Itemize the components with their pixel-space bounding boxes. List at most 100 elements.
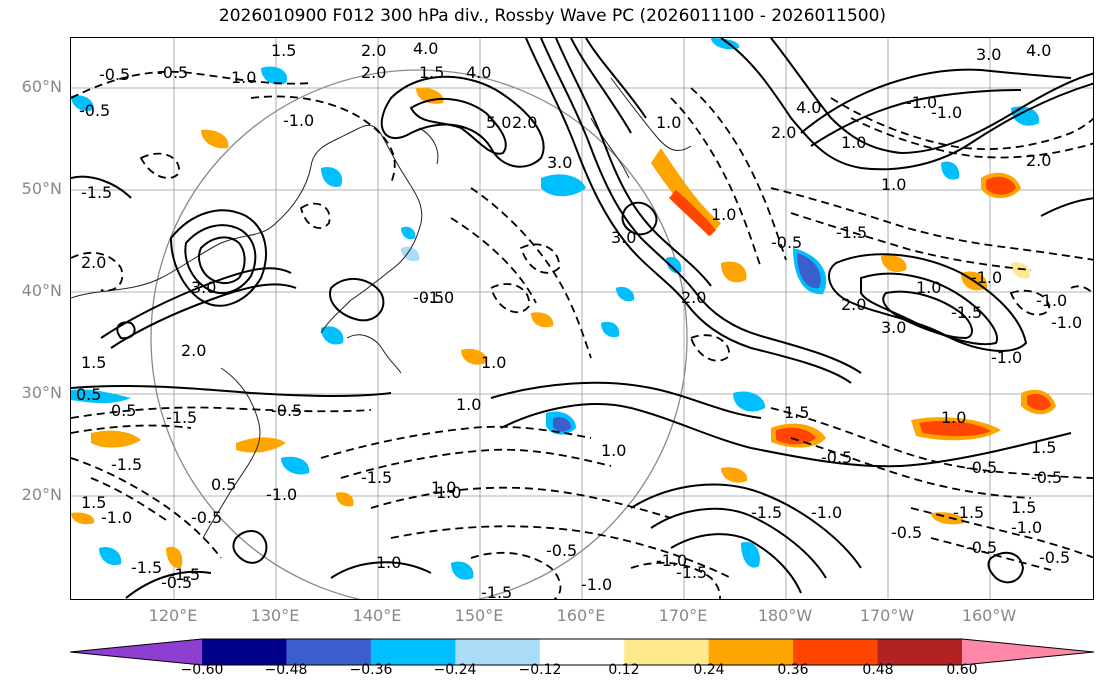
contour-label: -1.0: [266, 485, 297, 504]
contour-label: -1.5: [166, 408, 197, 427]
colorbar-tick-label: 0.12: [608, 662, 640, 678]
contour-label: -1.5: [951, 303, 982, 322]
contour-label: 0.5: [211, 475, 236, 494]
contour-label: 2.0: [81, 253, 106, 272]
contour-label: 1.0: [601, 441, 626, 460]
contour-label: -0.5: [191, 508, 222, 527]
contour-label: -1.5: [169, 565, 200, 584]
colorbar-segment: [793, 639, 879, 665]
contour-label: 3.0: [547, 153, 572, 172]
contour-label: 2.0: [841, 295, 866, 314]
contour-label: -1.0: [971, 268, 1002, 287]
contour-label: 0.5: [76, 385, 101, 404]
contour-label: -0.5: [271, 401, 302, 420]
longitude-label: 140°E: [352, 606, 402, 625]
contour-label: 1.0: [841, 133, 866, 152]
contour-label: -0.5: [157, 63, 188, 82]
contour-label: 1.0: [711, 205, 736, 224]
colorbar-tick-label: −0.12: [518, 662, 562, 678]
contour-label: -1.5: [481, 583, 512, 600]
contour-label: 1.5: [1031, 438, 1056, 457]
colorbar-segment: [877, 639, 963, 665]
latitude-label: 50°N: [21, 179, 62, 198]
colorbar: [69, 638, 1095, 666]
contour-label: 3.0: [976, 45, 1001, 64]
shading-layer: [71, 38, 1056, 580]
contour-label: 1.0: [481, 353, 506, 372]
contour-label: 3.0: [191, 278, 216, 297]
contour-label: 1.0: [436, 483, 461, 502]
contour-label: 1.5: [419, 63, 444, 82]
colorbar-tick-label: 0.60: [946, 662, 978, 678]
contour-label: -1.0: [991, 348, 1022, 367]
latitude-label: 60°N: [21, 77, 62, 96]
longitude-label: 170°W: [859, 606, 915, 625]
latitude-label: 40°N: [21, 281, 62, 300]
solid-contours: [71, 38, 1093, 599]
contour-label: -1.5: [676, 563, 707, 582]
contour-label: -1.0: [581, 575, 612, 594]
contour-label: 1.0: [656, 113, 681, 132]
longitude-label: 170°E: [658, 606, 708, 625]
contour-label: 4.0: [1026, 41, 1051, 60]
longitude-label: 120°E: [148, 606, 198, 625]
contour-label: -1.5: [111, 455, 142, 474]
longitude-label: 160°E: [556, 606, 606, 625]
contour-label: 1.5: [271, 41, 296, 60]
contour-label: -1.5: [81, 183, 112, 202]
colorbar-segment: [962, 639, 1094, 665]
contour-label: -1.0: [1011, 518, 1042, 537]
longitude-label: 130°E: [250, 606, 300, 625]
contour-labels: -0.5 1.5 2.0 4.0 -0.5 1.0 -0.5 4.0 2.0 3…: [76, 39, 1082, 600]
contour-label: -1.5: [131, 558, 162, 577]
contour-label: -1.0: [931, 103, 962, 122]
colorbar-tick-label: −0.24: [433, 662, 477, 678]
contour-label: 2.0: [361, 63, 386, 82]
colorbar-tick-label: −0.60: [180, 662, 224, 678]
contour-label: -0.5: [546, 541, 577, 560]
contour-label: -0.5: [966, 538, 997, 557]
longitude-label: 150°E: [454, 606, 504, 625]
colorbar-segment: [286, 639, 372, 665]
contour-label: 5.0: [486, 113, 511, 132]
longitude-label: 180°W: [757, 606, 813, 625]
contour-label: 2.0: [681, 288, 706, 307]
colorbar-segment: [202, 639, 287, 665]
dashed-contours: [71, 70, 1093, 599]
contour-label: -0.5: [79, 101, 110, 120]
colorbar-tick-label: 0.48: [862, 662, 894, 678]
map-canvas: -0.5 1.5 2.0 4.0 -0.5 1.0 -0.5 4.0 2.0 3…: [71, 38, 1093, 600]
contour-label: 2.0: [1026, 151, 1051, 170]
contour-label: 3.0: [881, 318, 906, 337]
contour-label: 1.0: [881, 175, 906, 194]
contour-label: -0.5: [771, 233, 802, 252]
contour-label: 1.0: [376, 553, 401, 572]
contour-label: -0.5: [966, 458, 997, 477]
colorbar-segment: [624, 639, 710, 665]
contour-label: -0.5: [821, 448, 852, 467]
contour-label: 1.0: [916, 278, 941, 297]
contour-label: -0.5: [891, 523, 922, 542]
colorbar-tick-label: 0.24: [693, 662, 725, 678]
contour-label: -1.0: [656, 551, 687, 570]
contour-label: 1.5: [1011, 498, 1036, 517]
contour-label: -1.0: [906, 93, 937, 112]
contour-label: 4.0: [796, 98, 821, 117]
plot-title: 2026010900 F012 300 hPa div., Rossby Wav…: [218, 6, 887, 26]
contour-label: -0.5: [413, 288, 444, 307]
contour-label: -1.0: [811, 503, 842, 522]
contour-label: -1.5: [361, 468, 392, 487]
contour-label: 1.0: [231, 68, 256, 87]
latitude-label: 30°N: [21, 383, 62, 402]
contour-label: -0.5: [99, 65, 130, 84]
contour-label: 1.0: [941, 408, 966, 427]
colorbar-segment: [539, 639, 625, 665]
contour-label: 1.5: [81, 493, 106, 512]
colorbar-tick-label: −0.48: [264, 662, 308, 678]
contour-label: -1.0: [283, 111, 314, 130]
contour-label: 2.0: [771, 123, 796, 142]
contour-label: 3.0: [611, 228, 636, 247]
contour-label: -1.5: [953, 503, 984, 522]
colorbar-tick-label: 0.36: [777, 662, 809, 678]
contour-label: -1.0: [1036, 291, 1067, 310]
